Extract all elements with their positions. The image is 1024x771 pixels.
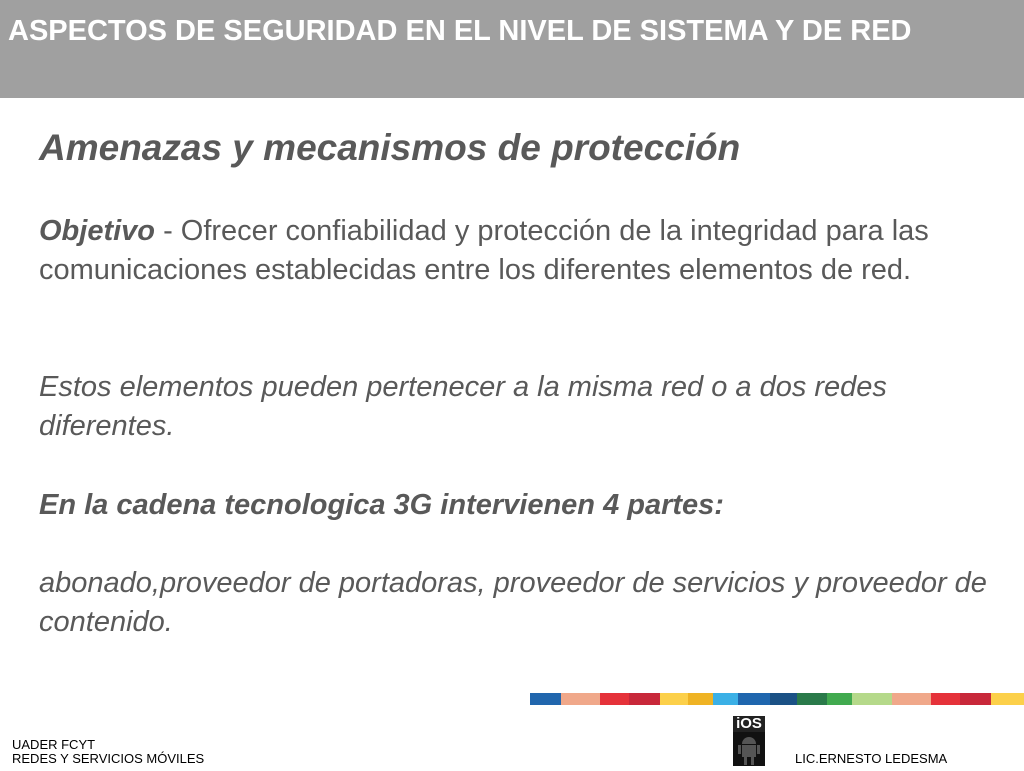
color-stripe-segment xyxy=(629,693,660,705)
color-stripe-segment xyxy=(530,693,561,705)
parties-paragraph: abonado,proveedor de portadoras, proveed… xyxy=(39,567,987,638)
color-stripe-segment xyxy=(688,693,713,705)
slide-subtitle: Amenazas y mecanismos de protección xyxy=(39,127,741,168)
footer-author: LIC.ERNESTO LEDESMA xyxy=(795,751,948,766)
color-stripe-segment xyxy=(892,693,931,705)
footer-institution: UADER FCYT REDES Y SERVICIOS MÓVILES xyxy=(12,738,204,766)
color-stripe-segment xyxy=(960,693,991,705)
chain-heading: En la cadena tecnologica 3G intervienen … xyxy=(39,489,724,521)
color-stripe-segment xyxy=(660,693,688,705)
color-stripe-segment xyxy=(797,693,827,705)
color-stripe-segment xyxy=(931,693,960,705)
ios-logo-text: iOS xyxy=(733,716,765,732)
color-stripe-segment xyxy=(991,693,1024,705)
footer-line-1: UADER FCYT xyxy=(12,737,96,752)
ios-android-logo: iOS xyxy=(733,716,765,766)
color-stripe-segment xyxy=(738,693,770,705)
slide-header: ASPECTOS DE SEGURIDAD EN EL NIVEL DE SIS… xyxy=(0,0,1024,98)
elements-paragraph: Estos elementos pueden pertenecer a la m… xyxy=(39,371,887,442)
color-stripe-segment xyxy=(600,693,629,705)
android-robot-icon xyxy=(738,737,760,765)
color-stripe xyxy=(530,693,1024,705)
color-stripe-segment xyxy=(770,693,797,705)
color-stripe-segment xyxy=(561,693,600,705)
footer-line-2: REDES Y SERVICIOS MÓVILES xyxy=(12,751,205,766)
slide-title: ASPECTOS DE SEGURIDAD EN EL NIVEL DE SIS… xyxy=(8,15,912,47)
color-stripe-segment xyxy=(852,693,892,705)
color-stripe-segment xyxy=(827,693,852,705)
objective-label: Objetivo xyxy=(39,215,156,247)
color-stripe-segment xyxy=(713,693,738,705)
objective-paragraph: Objetivo - Ofrecer confiabilidad y prote… xyxy=(39,212,999,290)
objective-text: - Ofrecer confiabilidad y protección de … xyxy=(39,215,929,286)
